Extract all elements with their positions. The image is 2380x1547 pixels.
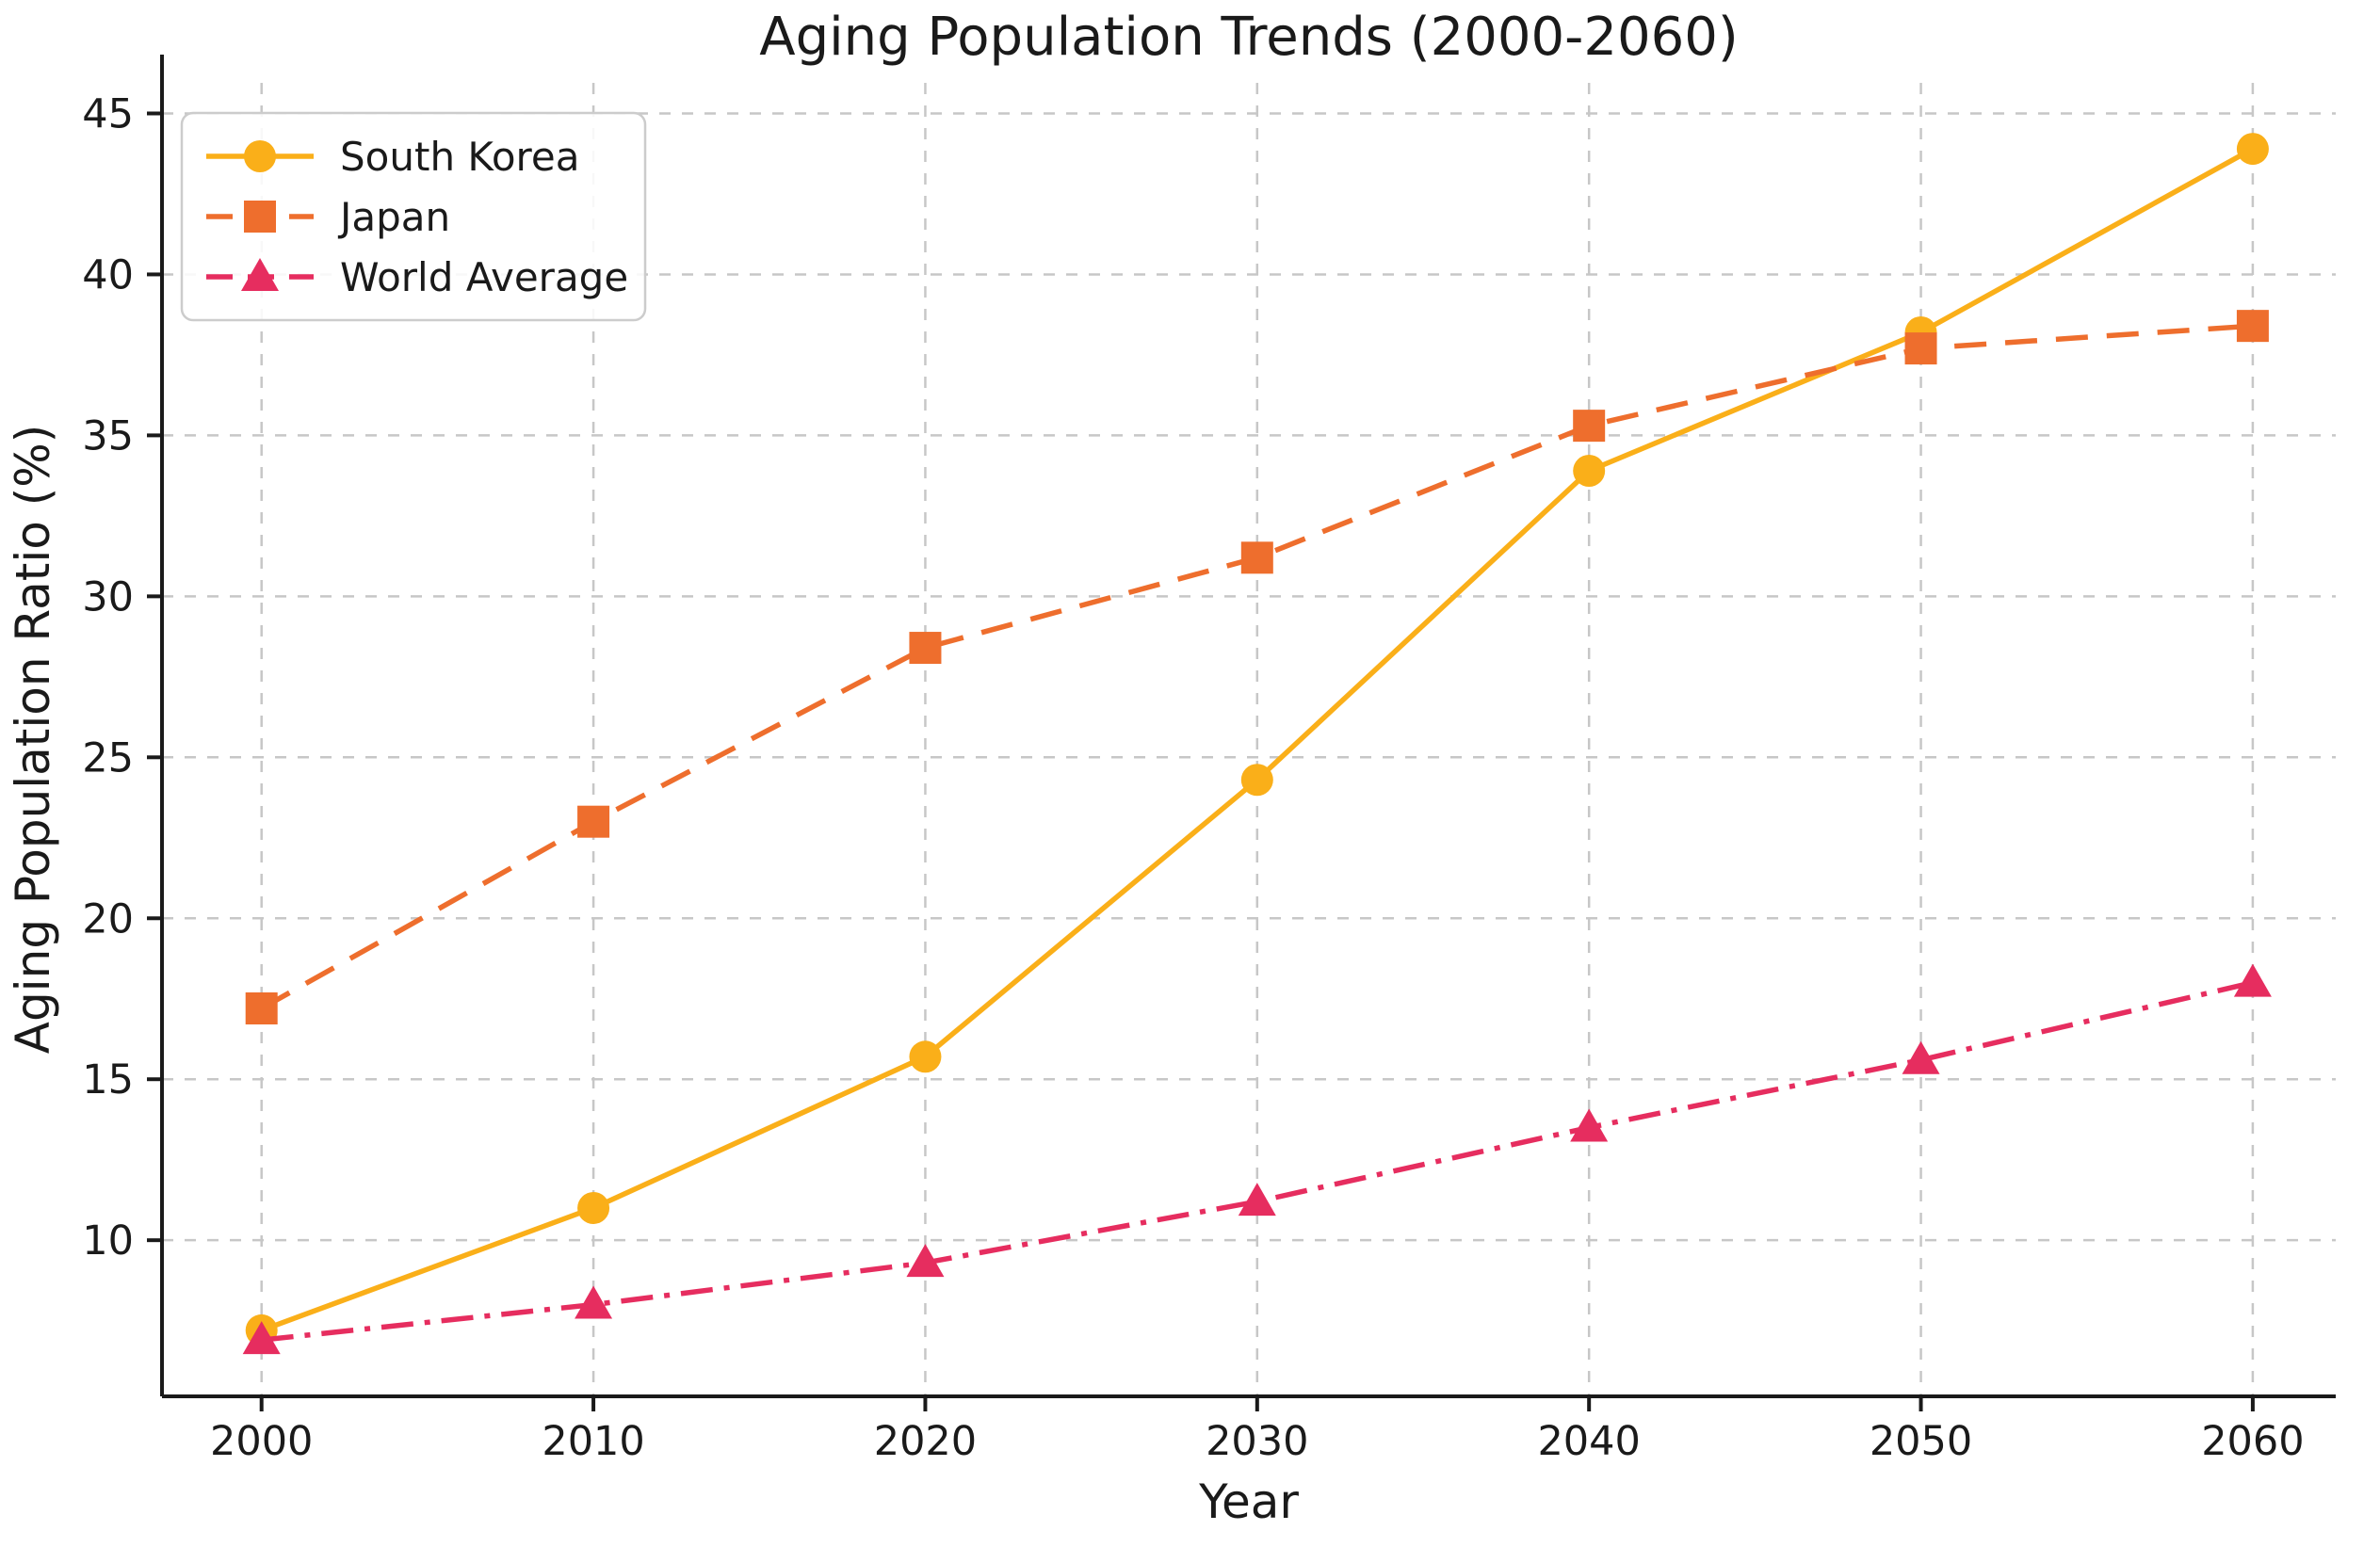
y-tick-label: 35 <box>82 412 134 459</box>
x-tick-label: 2020 <box>874 1418 977 1465</box>
data-marker-world-average <box>1238 1183 1276 1217</box>
data-marker-south-korea <box>909 1040 942 1073</box>
data-marker-south-korea <box>2236 133 2269 166</box>
y-tick-label: 30 <box>82 573 134 620</box>
y-tick-label: 45 <box>82 90 134 137</box>
data-marker-japan <box>577 805 610 838</box>
data-marker-south-korea <box>577 1191 610 1224</box>
data-marker-world-average <box>1570 1108 1609 1142</box>
data-marker-japan <box>2236 310 2269 343</box>
data-marker-japan <box>245 991 278 1024</box>
data-marker-world-average <box>1902 1040 1940 1074</box>
legend: South Korea Japan World Average <box>180 111 647 322</box>
series-layer <box>242 133 2272 1355</box>
y-axis-label: Aging Population Ratio (%) <box>6 425 60 1055</box>
y-tick-label: 20 <box>82 895 134 943</box>
legend-label: World Average <box>340 254 628 300</box>
legend-marker-circle <box>244 140 276 172</box>
data-marker-world-average <box>242 1321 281 1355</box>
data-marker-japan <box>909 632 942 665</box>
legend-item-south-korea: South Korea <box>206 134 579 180</box>
chart-title: Aging Population Trends (2000-2060) <box>759 7 1738 68</box>
y-tick-label: 10 <box>82 1217 134 1265</box>
legend-box <box>180 111 647 322</box>
y-tick-label: 40 <box>82 251 134 298</box>
legend-label: South Korea <box>340 134 579 180</box>
data-marker-japan <box>1904 332 1937 365</box>
grid-layer <box>162 83 2336 1396</box>
legend-label: Japan <box>337 194 450 240</box>
x-tick-label: 2010 <box>542 1418 644 1465</box>
data-marker-south-korea <box>1573 455 1606 488</box>
data-marker-japan <box>1240 541 1273 574</box>
legend-marker-triangle <box>241 258 279 291</box>
y-tick-label: 25 <box>82 734 134 782</box>
axes-layer: 10 15 20 25 30 35 40 45 2000 2010 2020 2030 2040 2050… <box>82 55 2336 1465</box>
x-tick-label: 2040 <box>1537 1418 1640 1465</box>
x-axis-label: Year <box>1198 1474 1299 1529</box>
x-tick-label: 2060 <box>2201 1418 2304 1465</box>
legend-item-japan: Japan <box>206 194 450 240</box>
data-marker-world-average <box>2233 963 2272 997</box>
data-marker-south-korea <box>1240 764 1273 797</box>
data-marker-japan <box>1573 410 1606 443</box>
data-marker-world-average <box>906 1244 945 1278</box>
legend-item-world-average: World Average <box>206 254 628 300</box>
legend-marker-square <box>244 201 276 233</box>
x-tick-label: 2000 <box>210 1418 313 1465</box>
x-tick-label: 2030 <box>1206 1418 1308 1465</box>
y-tick-label: 15 <box>82 1056 134 1104</box>
data-marker-world-average <box>575 1285 613 1319</box>
x-tick-label: 2050 <box>1870 1418 1972 1465</box>
